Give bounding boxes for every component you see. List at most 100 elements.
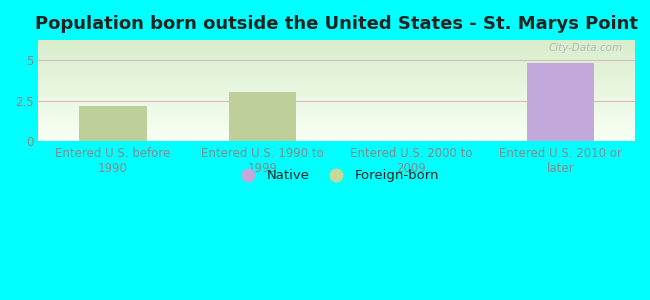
Bar [38,58,635,59]
Bar [229,92,296,142]
Bar [38,74,635,75]
Bar [38,45,635,46]
Bar [38,127,635,128]
Bar [38,119,635,120]
Bar [38,131,635,132]
Bar [527,63,594,142]
Bar [38,122,635,123]
Bar [38,41,635,42]
Bar [38,42,635,43]
Bar [38,133,635,134]
Bar [38,138,635,139]
Bar [38,61,635,62]
Bar [38,113,635,114]
Bar [38,132,635,133]
Bar [38,54,635,55]
Bar [38,40,635,41]
Bar [38,126,635,127]
Bar [38,77,635,78]
Bar [38,61,635,62]
Bar [38,140,635,141]
Bar [38,64,635,65]
Bar [38,124,635,125]
Bar [38,105,635,106]
Bar [38,95,635,96]
Bar [38,87,635,88]
Bar [38,50,635,51]
Bar [38,66,635,67]
Bar [38,118,635,119]
Bar [38,97,635,98]
Bar [38,49,635,50]
Bar [38,62,635,63]
Bar [38,90,635,91]
Bar [38,44,635,45]
Bar [38,123,635,124]
Bar [38,81,635,82]
Bar [38,101,635,102]
Bar [38,88,635,89]
Bar [38,114,635,115]
Bar [38,70,635,71]
Bar [38,128,635,129]
Bar [38,46,635,47]
Bar [38,115,635,116]
Bar [38,76,635,77]
Bar [38,89,635,90]
Bar [38,47,635,48]
Legend: Native, Foreign-born: Native, Foreign-born [229,164,444,188]
Bar [38,111,635,112]
Bar [38,121,635,122]
Bar [38,68,635,69]
Bar [38,99,635,100]
Bar [38,91,635,92]
Bar [38,141,635,142]
Bar [38,102,635,103]
Bar [38,135,635,136]
Bar [38,86,635,87]
Bar [38,93,635,94]
Bar [38,139,635,140]
Bar [38,104,635,105]
Bar [38,59,635,60]
Bar [38,82,635,83]
Bar [38,43,635,44]
Bar [38,125,635,126]
Bar [38,69,635,70]
Bar [38,103,635,104]
Bar [38,57,635,58]
Bar [38,60,635,61]
Bar [38,84,635,85]
Bar [79,106,147,142]
Bar [38,108,635,109]
Bar [38,53,635,54]
Bar [38,96,635,97]
Bar [38,51,635,52]
Bar [38,83,635,84]
Bar [38,137,635,138]
Bar [38,136,635,137]
Text: City-Data.com: City-Data.com [549,43,623,53]
Bar [38,117,635,118]
Bar [38,52,635,53]
Bar [38,63,635,64]
Bar [38,100,635,101]
Bar [38,98,635,99]
Bar [38,80,635,81]
Bar [38,75,635,76]
Bar [38,73,635,74]
Bar [38,129,635,130]
Bar [38,72,635,73]
Bar [38,55,635,56]
Bar [38,85,635,86]
Bar [38,107,635,108]
Bar [38,130,635,131]
Bar [38,94,635,95]
Bar [38,48,635,49]
Bar [38,116,635,117]
Title: Population born outside the United States - St. Marys Point: Population born outside the United State… [35,15,638,33]
Bar [38,65,635,66]
Bar [38,56,635,57]
Bar [38,92,635,93]
Bar [38,110,635,111]
